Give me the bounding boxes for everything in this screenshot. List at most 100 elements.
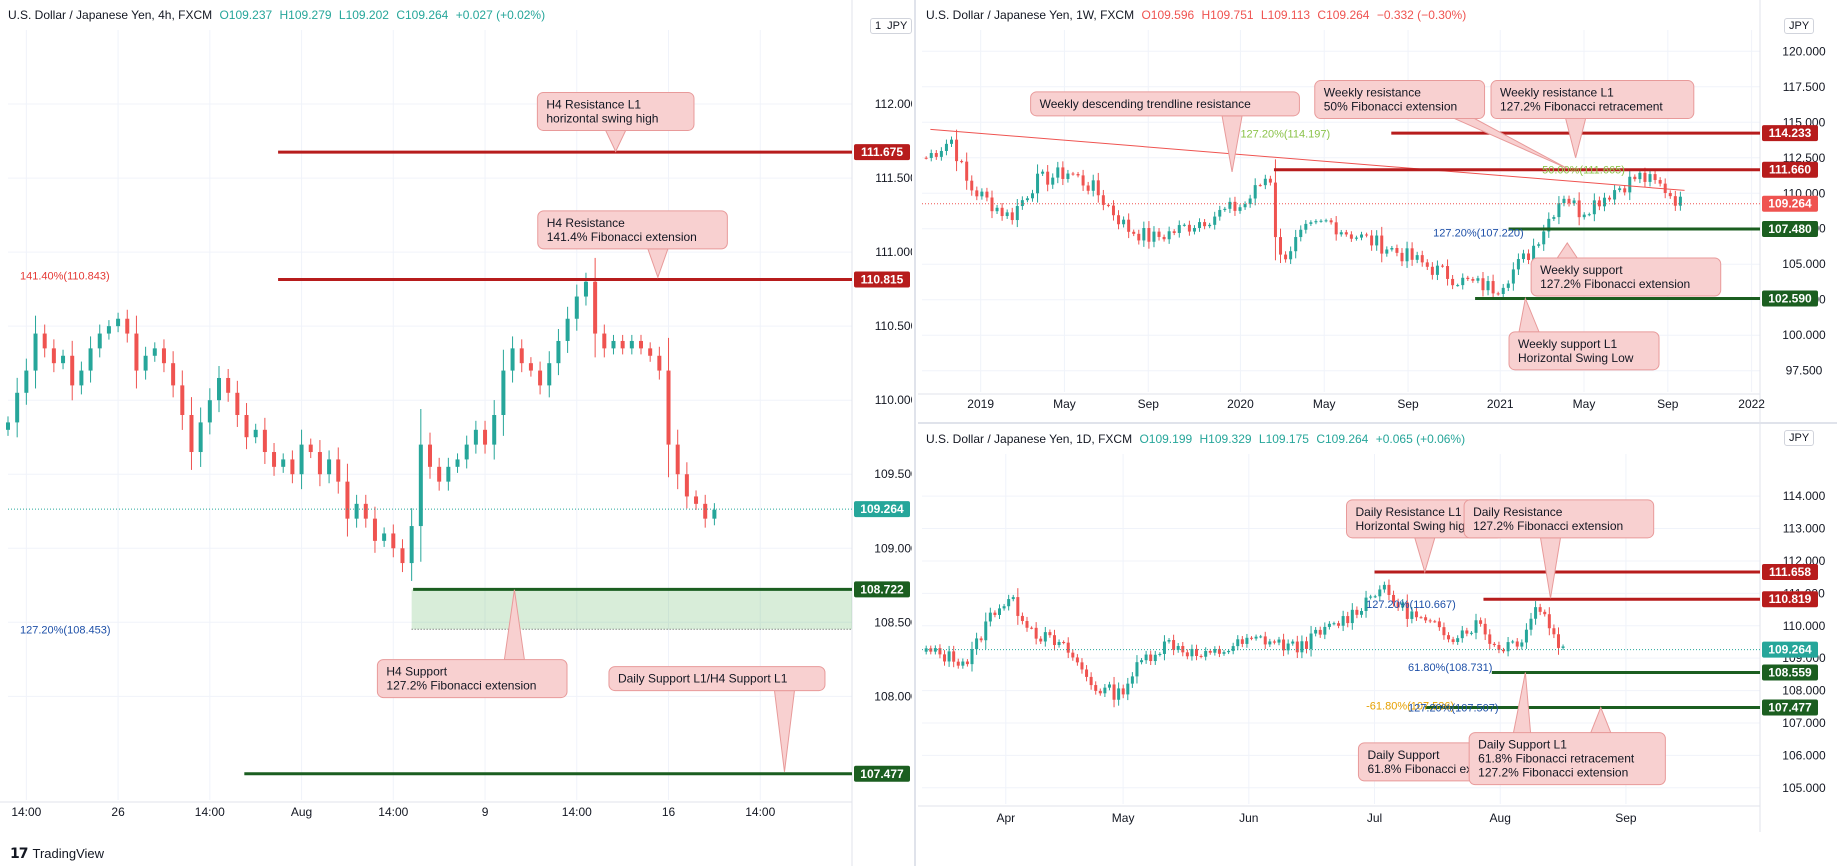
candle-up xyxy=(1158,653,1162,655)
candle-down xyxy=(1410,248,1414,260)
candle-up xyxy=(1405,248,1409,262)
price-badge xyxy=(1762,125,1818,142)
candle-up xyxy=(944,143,948,151)
candle-down xyxy=(648,348,653,356)
price-badge-label: 111.658 xyxy=(1769,565,1811,579)
candle-down xyxy=(1433,621,1437,623)
candle-up xyxy=(947,651,951,662)
candle-up xyxy=(1036,173,1040,194)
candle-down xyxy=(1428,620,1432,622)
candle-up xyxy=(1192,228,1196,232)
candle-down xyxy=(960,161,964,163)
candle-down xyxy=(694,496,699,504)
candle-down xyxy=(1492,643,1496,646)
candle-up xyxy=(547,363,552,386)
callout-text: 127.2% Fibonacci retracement xyxy=(1500,100,1663,114)
weekly-currency-button[interactable]: JPY xyxy=(1784,18,1815,34)
candle-up xyxy=(1486,281,1490,291)
candle-up xyxy=(1176,645,1180,650)
candle-down xyxy=(308,444,313,453)
candle-down xyxy=(1098,690,1102,694)
price-badge-label: 110.815 xyxy=(861,273,904,287)
price-tick-label: 108.000 xyxy=(1782,684,1826,698)
candle-down xyxy=(1132,231,1136,234)
candle-up xyxy=(1213,216,1217,225)
price-tick-label: 109.000 xyxy=(874,541,912,555)
weekly-chart-panel[interactable]: 120.000117.500115.000112.500110.000107.5… xyxy=(918,0,1837,422)
candle-down xyxy=(1440,265,1444,267)
candle-down xyxy=(1046,171,1050,185)
h4-low: L109.202 xyxy=(338,8,389,22)
price-tick-label: 109.500 xyxy=(874,467,912,481)
candle-down xyxy=(975,190,979,197)
daily-header: U.S. Dollar / Japanese Yen, 1D, FXCM O10… xyxy=(926,432,1469,446)
daily-currency-button[interactable]: JPY xyxy=(1784,430,1815,446)
candle-down xyxy=(965,161,969,181)
panel-divider-vertical[interactable] xyxy=(914,0,916,866)
candle-up xyxy=(1126,683,1130,695)
fib-level-label: 127.20%(110.667) xyxy=(1366,599,1456,611)
candle-up xyxy=(217,377,221,401)
callout-text: Weekly support xyxy=(1540,263,1623,277)
last-price-badge xyxy=(1762,195,1818,212)
candle-down xyxy=(1424,617,1428,621)
candle-up xyxy=(565,318,570,341)
candle-up xyxy=(1025,198,1029,201)
candle-up xyxy=(1572,200,1576,204)
weekly-chart[interactable]: 120.000117.500115.000112.500110.000107.5… xyxy=(918,0,1837,422)
panel-divider-horizontal[interactable] xyxy=(918,422,1837,424)
candle-down xyxy=(1250,637,1254,639)
candle-down xyxy=(528,363,533,371)
candle-up xyxy=(510,348,515,371)
last-price-badge xyxy=(854,501,910,518)
candle-down xyxy=(400,548,405,564)
candle-down xyxy=(161,348,166,364)
fib-level-label: 127.20%(114.197) xyxy=(1240,129,1330,141)
candle-up xyxy=(961,661,965,666)
candle-up xyxy=(446,466,451,482)
candle-up xyxy=(1177,225,1181,233)
price-tick-label: 107.000 xyxy=(1782,716,1826,730)
candle-up xyxy=(1511,269,1515,284)
time-tick-label: May xyxy=(1573,397,1596,411)
candle-down xyxy=(1208,650,1212,653)
candle-down xyxy=(1025,621,1029,628)
h4-chart-panel[interactable]: 112.000 111.500 111.000 110.500 110.000 109.5… xyxy=(0,0,912,866)
callout-pointer xyxy=(1539,537,1562,599)
callout-pointer xyxy=(604,129,627,153)
candle-up xyxy=(1142,228,1146,241)
candle-down xyxy=(934,153,938,157)
candle-down xyxy=(1673,196,1677,206)
candle-up xyxy=(1319,220,1323,222)
candle-up xyxy=(1117,688,1121,700)
candle-up xyxy=(1552,217,1556,219)
candle-down xyxy=(1062,642,1066,644)
candle-up xyxy=(1461,277,1465,286)
candle-down xyxy=(1442,627,1446,636)
candle-down xyxy=(1400,252,1404,262)
weekly-header: U.S. Dollar / Japanese Yen, 1W, FXCM O10… xyxy=(926,8,1470,22)
candle-up xyxy=(980,191,984,197)
candle-up xyxy=(1153,654,1157,662)
candle-down xyxy=(1096,180,1100,196)
candle-up xyxy=(1323,626,1327,635)
tradingview-footer[interactable]: 𝟭𝟳 TradingView xyxy=(10,845,104,862)
h4-currency-button[interactable]: 1 JPY xyxy=(870,18,912,34)
candle-down xyxy=(180,385,185,415)
daily-chart[interactable]: 114.000113.000112.000111.000110.000109.0… xyxy=(918,424,1837,832)
candle-up xyxy=(1213,649,1217,653)
daily-chart-panel[interactable]: 114.000113.000112.000111.000110.000109.0… xyxy=(918,424,1837,832)
candle-down xyxy=(317,452,322,475)
candle-up xyxy=(1456,638,1460,642)
candle-up xyxy=(464,444,469,460)
callout-text: 127.2% Fibonacci extension xyxy=(386,679,536,693)
candle-down xyxy=(1329,220,1333,223)
h4-chart[interactable]: 112.000 111.500 111.000 110.500 110.000 109.5… xyxy=(0,0,912,866)
candle-up xyxy=(1236,639,1240,647)
candle-down xyxy=(1420,255,1424,263)
candle-down xyxy=(70,355,75,386)
last-price-badge xyxy=(1762,641,1818,658)
candle-up xyxy=(1107,684,1111,688)
candle-down xyxy=(943,654,947,662)
candle-down xyxy=(1623,188,1627,193)
